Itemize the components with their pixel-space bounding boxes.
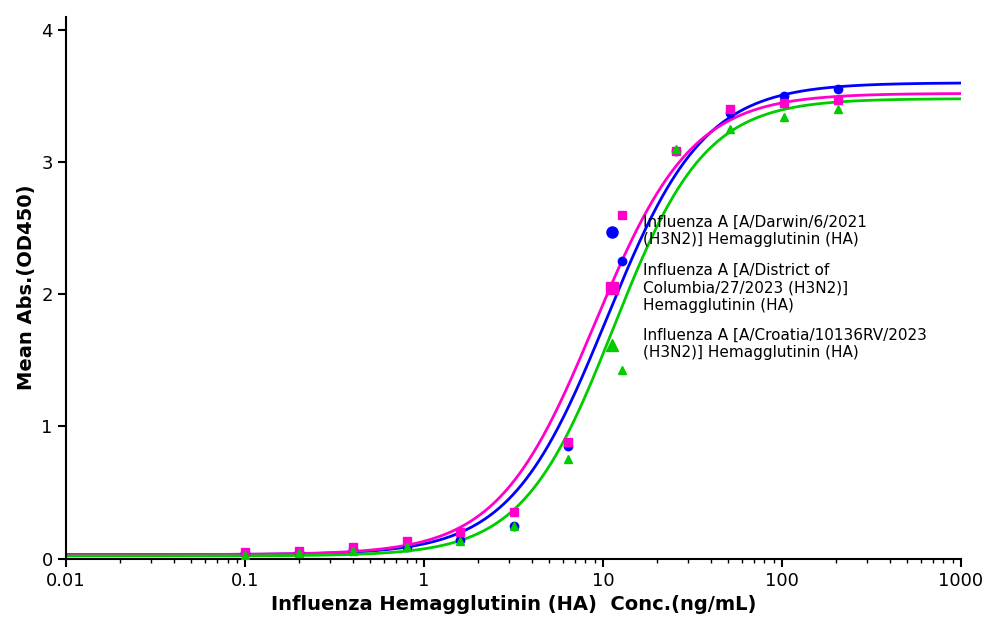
Influenza A [A/Darwin/6/2021
(H3N2)] Hemagglutinin (HA) xyxy=(454,536,466,544)
Influenza A [A/Croatia/10136RV/2023
(H3N2)] Hemagglutinin (HA) xyxy=(724,125,736,133)
Influenza A [A/District of
Columbia/27/2023 (H3N2)]
Hemagglutinin (HA) xyxy=(670,148,682,155)
Influenza A [A/District of
Columbia/27/2023 (H3N2)]
Hemagglutinin (HA) xyxy=(347,543,359,550)
Influenza A [A/Croatia/10136RV/2023
(H3N2)] Hemagglutinin (HA) xyxy=(670,145,682,153)
Influenza A [A/Darwin/6/2021
(H3N2)] Hemagglutinin (HA) xyxy=(347,546,359,553)
Influenza A [A/Croatia/10136RV/2023
(H3N2)] Hemagglutinin (HA) xyxy=(401,543,413,550)
X-axis label: Influenza Hemagglutinin (HA)  Conc.(ng/mL): Influenza Hemagglutinin (HA) Conc.(ng/mL… xyxy=(271,595,756,615)
Influenza A [A/Croatia/10136RV/2023
(H3N2)] Hemagglutinin (HA) xyxy=(832,105,844,113)
Line: Influenza A [A/District of
Columbia/27/2023 (H3N2)]
Hemagglutinin (HA): Influenza A [A/District of Columbia/27/2… xyxy=(241,96,842,556)
Influenza A [A/Croatia/10136RV/2023
(H3N2)] Hemagglutinin (HA) xyxy=(508,522,520,529)
Influenza A [A/Croatia/10136RV/2023
(H3N2)] Hemagglutinin (HA) xyxy=(562,456,574,463)
Y-axis label: Mean Abs.(OD450): Mean Abs.(OD450) xyxy=(17,185,36,391)
Influenza A [A/Darwin/6/2021
(H3N2)] Hemagglutinin (HA) xyxy=(401,543,413,550)
Influenza A [A/District of
Columbia/27/2023 (H3N2)]
Hemagglutinin (HA) xyxy=(832,96,844,103)
Influenza A [A/District of
Columbia/27/2023 (H3N2)]
Hemagglutinin (HA) xyxy=(454,528,466,536)
Influenza A [A/District of
Columbia/27/2023 (H3N2)]
Hemagglutinin (HA) xyxy=(401,538,413,545)
Line: Influenza A [A/Darwin/6/2021
(H3N2)] Hemagglutinin (HA): Influenza A [A/Darwin/6/2021 (H3N2)] Hem… xyxy=(241,85,842,557)
Influenza A [A/District of
Columbia/27/2023 (H3N2)]
Hemagglutinin (HA) xyxy=(616,211,628,219)
Influenza A [A/Darwin/6/2021
(H3N2)] Hemagglutinin (HA) xyxy=(239,550,251,557)
Influenza A [A/Croatia/10136RV/2023
(H3N2)] Hemagglutinin (HA) xyxy=(778,114,790,121)
Influenza A [A/Croatia/10136RV/2023
(H3N2)] Hemagglutinin (HA) xyxy=(616,366,628,374)
Influenza A [A/District of
Columbia/27/2023 (H3N2)]
Hemagglutinin (HA) xyxy=(239,548,251,556)
Influenza A [A/District of
Columbia/27/2023 (H3N2)]
Hemagglutinin (HA) xyxy=(778,99,790,107)
Influenza A [A/Darwin/6/2021
(H3N2)] Hemagglutinin (HA) xyxy=(293,548,305,556)
Influenza A [A/Darwin/6/2021
(H3N2)] Hemagglutinin (HA) xyxy=(670,148,682,155)
Line: Influenza A [A/Croatia/10136RV/2023
(H3N2)] Hemagglutinin (HA): Influenza A [A/Croatia/10136RV/2023 (H3N… xyxy=(241,105,842,559)
Influenza A [A/Croatia/10136RV/2023
(H3N2)] Hemagglutinin (HA) xyxy=(347,547,359,555)
Influenza A [A/Darwin/6/2021
(H3N2)] Hemagglutinin (HA) xyxy=(562,442,574,450)
Influenza A [A/District of
Columbia/27/2023 (H3N2)]
Hemagglutinin (HA) xyxy=(562,439,574,446)
Influenza A [A/Darwin/6/2021
(H3N2)] Hemagglutinin (HA) xyxy=(724,109,736,117)
Influenza A [A/Darwin/6/2021
(H3N2)] Hemagglutinin (HA) xyxy=(832,86,844,93)
Legend: Influenza A [A/Darwin/6/2021
(H3N2)] Hemagglutinin (HA), Influenza A [A/District: Influenza A [A/Darwin/6/2021 (H3N2)] Hem… xyxy=(593,215,927,360)
Influenza A [A/Darwin/6/2021
(H3N2)] Hemagglutinin (HA) xyxy=(508,522,520,529)
Influenza A [A/Darwin/6/2021
(H3N2)] Hemagglutinin (HA) xyxy=(778,92,790,100)
Influenza A [A/Croatia/10136RV/2023
(H3N2)] Hemagglutinin (HA) xyxy=(239,551,251,558)
Influenza A [A/Croatia/10136RV/2023
(H3N2)] Hemagglutinin (HA) xyxy=(293,550,305,557)
Influenza A [A/Darwin/6/2021
(H3N2)] Hemagglutinin (HA) xyxy=(616,257,628,265)
Influenza A [A/District of
Columbia/27/2023 (H3N2)]
Hemagglutinin (HA) xyxy=(293,547,305,555)
Influenza A [A/District of
Columbia/27/2023 (H3N2)]
Hemagglutinin (HA) xyxy=(724,105,736,113)
Influenza A [A/District of
Columbia/27/2023 (H3N2)]
Hemagglutinin (HA) xyxy=(508,509,520,516)
Influenza A [A/Croatia/10136RV/2023
(H3N2)] Hemagglutinin (HA) xyxy=(454,538,466,545)
